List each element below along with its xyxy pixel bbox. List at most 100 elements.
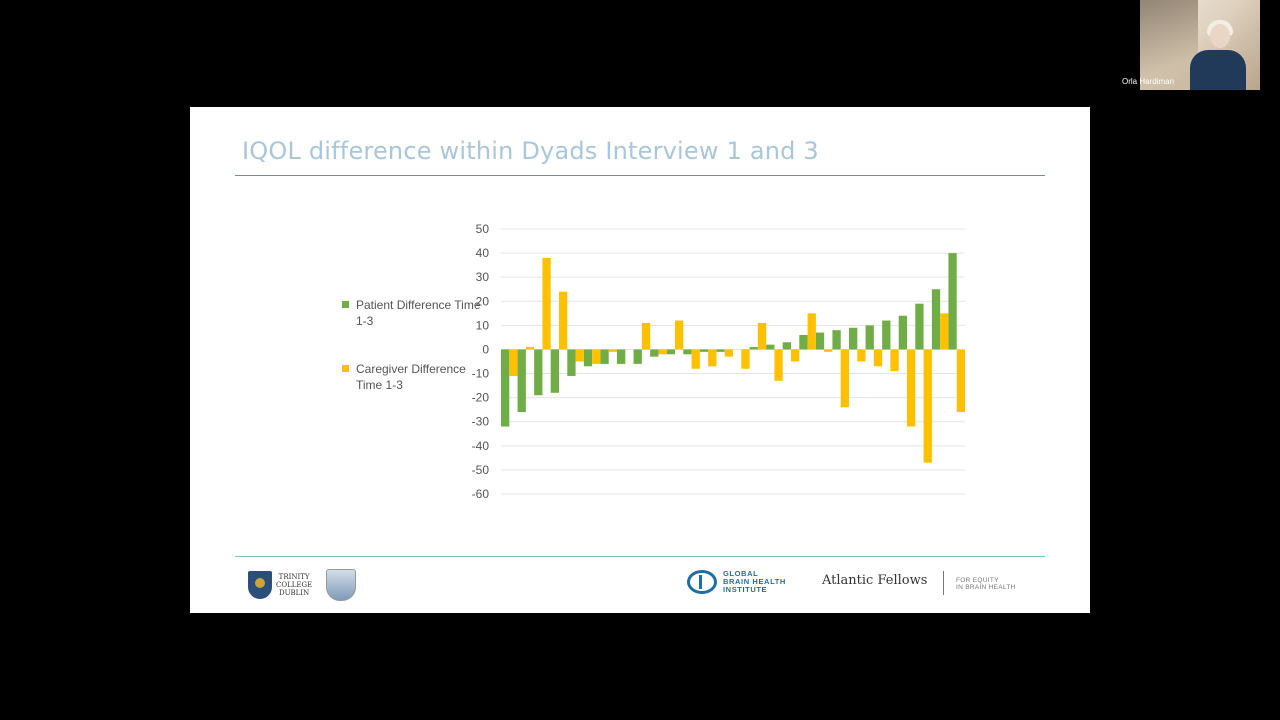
video-background xyxy=(1140,0,1198,90)
patient-bar xyxy=(699,349,709,352)
equity-line-1: FOR EQUITY xyxy=(956,577,999,584)
atlantic-fellows-logo: Atlantic Fellows xyxy=(822,573,928,588)
patient-bar xyxy=(915,303,924,350)
patient-bar xyxy=(849,327,858,350)
patient-bar xyxy=(948,253,957,350)
caregiver-bar xyxy=(575,349,584,362)
gbhi-line-2: BRAIN HEALTH xyxy=(723,577,786,586)
legend-label-patient: Patient Difference Time 1-3 xyxy=(356,298,481,328)
y-tick-label: -60 xyxy=(472,487,490,501)
y-tick-label: -50 xyxy=(472,463,490,477)
patient-bar xyxy=(782,342,791,350)
patient-bar xyxy=(832,330,841,350)
patient-bar xyxy=(766,344,775,350)
legend-item-caregiver: Caregiver Difference Time 1-3 xyxy=(342,361,482,393)
caregiver-bar xyxy=(873,349,883,367)
caregiver-bar xyxy=(559,291,568,350)
legend-item-patient: Patient Difference Time 1-3 xyxy=(342,297,482,329)
gbhi-wordmark: GLOBAL BRAIN HEALTH INSTITUTE xyxy=(723,570,786,594)
tcd-wordmark: TRINITY COLLEGE DUBLIN xyxy=(276,573,312,597)
y-tick-label: 50 xyxy=(476,222,490,236)
caregiver-bar xyxy=(774,349,783,381)
participant-body xyxy=(1190,50,1246,90)
tcd-line-2: COLLEGE xyxy=(276,581,313,589)
caregiver-bar xyxy=(592,349,601,364)
bar-chart: 50 40 30 20 10 0 -10 -20 -30 -40 -50 -60 xyxy=(472,222,965,501)
patient-bar xyxy=(583,349,593,367)
caregiver-bar xyxy=(608,349,617,352)
caregiver-bar xyxy=(724,349,733,357)
patient-bar xyxy=(749,347,758,350)
patient-bar xyxy=(617,349,626,364)
caregiver-bar xyxy=(840,349,849,408)
y-tick-label: 10 xyxy=(476,318,490,332)
y-tick-label: -20 xyxy=(472,391,490,405)
patient-bar xyxy=(517,349,526,413)
y-tick-label: 20 xyxy=(476,294,490,308)
participant-head xyxy=(1210,24,1230,48)
patient-bar xyxy=(865,325,874,350)
y-tick-label: -40 xyxy=(472,439,490,453)
caregiver-bar xyxy=(542,257,551,350)
caregiver-bar xyxy=(525,347,535,350)
patient-bar xyxy=(633,349,642,364)
legend-swatch-patient xyxy=(342,301,349,308)
patient-bar xyxy=(650,349,659,357)
patient-bar xyxy=(600,349,609,364)
patient-bar xyxy=(882,320,891,350)
patient-bar xyxy=(534,349,543,396)
tcd-line-3: DUBLIN xyxy=(279,589,310,597)
gbhi-mark-icon xyxy=(687,570,717,594)
patient-bar xyxy=(567,349,576,376)
caregiver-bar xyxy=(641,322,651,350)
patient-bar xyxy=(799,335,808,350)
caregiver-bar xyxy=(757,322,767,350)
slide: IQOL difference within Dyads Interview 1… xyxy=(190,107,1090,613)
patient-bar xyxy=(550,349,559,393)
tcd-line-1: TRINITY xyxy=(278,573,310,581)
caregiver-bar xyxy=(509,349,518,376)
patient-bar xyxy=(931,289,941,350)
y-tick-label: 40 xyxy=(476,246,490,260)
coat-of-arms-icon xyxy=(326,569,357,601)
caregiver-bar xyxy=(691,349,700,369)
y-tick-label: -30 xyxy=(472,415,490,429)
patient-bar xyxy=(898,315,907,350)
equity-tagline: FOR EQUITY IN BRAIN HEALTH xyxy=(956,577,1016,591)
caregiver-bar xyxy=(907,349,916,427)
gbhi-line-1: GLOBAL xyxy=(723,569,759,578)
y-tick-label: 30 xyxy=(476,270,490,284)
patient-bar xyxy=(815,332,825,350)
patient-bar xyxy=(666,349,675,355)
participant-name: Orla Hardiman xyxy=(1122,77,1175,86)
caregiver-bar xyxy=(857,349,866,362)
chart-legend: Patient Difference Time 1-3 Caregiver Di… xyxy=(342,297,482,425)
caregiver-bar xyxy=(807,313,816,350)
patient-bar xyxy=(716,349,725,352)
caregiver-bar xyxy=(923,349,932,463)
patient-bar xyxy=(683,349,692,355)
caregiver-bar xyxy=(658,349,667,355)
equity-line-2: IN BRAIN HEALTH xyxy=(956,584,1016,591)
y-tick-label: 0 xyxy=(482,342,489,356)
legend-swatch-caregiver xyxy=(342,365,349,372)
caregiver-bar xyxy=(940,313,949,350)
footer-divider xyxy=(943,571,944,595)
participant-video-tile[interactable] xyxy=(1140,0,1260,90)
caregiver-bar xyxy=(708,349,717,367)
caregiver-bar xyxy=(791,349,800,362)
caregiver-bar xyxy=(956,349,965,413)
caregiver-bar xyxy=(890,349,899,372)
caregiver-bar xyxy=(824,349,833,352)
caregiver-bar xyxy=(675,320,684,350)
trinity-college-logo: TRINITY COLLEGE DUBLIN xyxy=(248,569,357,601)
footer-rule xyxy=(235,556,1045,557)
legend-label-caregiver: Caregiver Difference Time 1-3 xyxy=(356,362,466,392)
tcd-crest-icon xyxy=(248,571,272,599)
caregiver-bar xyxy=(741,349,750,369)
gbhi-logo: GLOBAL BRAIN HEALTH INSTITUTE xyxy=(687,570,786,594)
title-rule xyxy=(235,175,1045,176)
patient-bar xyxy=(501,349,510,427)
slide-title: IQOL difference within Dyads Interview 1… xyxy=(242,137,819,165)
gbhi-line-3: INSTITUTE xyxy=(723,585,768,594)
